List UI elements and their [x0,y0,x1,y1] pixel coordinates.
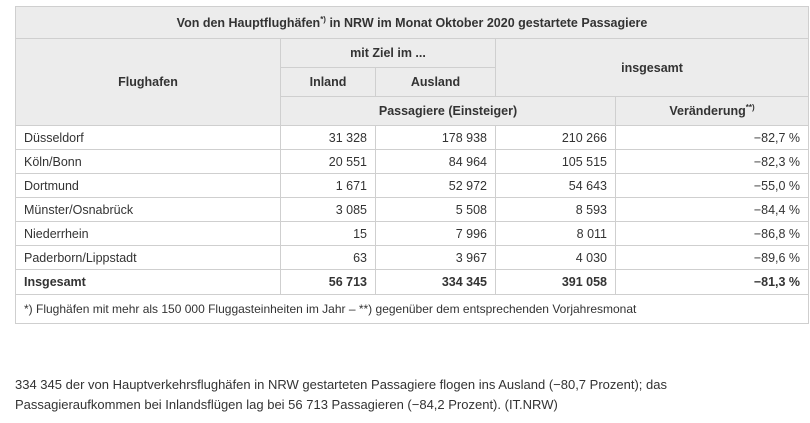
number-cell: 52 972 [375,173,496,198]
footnote-row: *) Flughäfen mit mehr als 150 000 Flugga… [14,294,810,324]
number-cell: −82,3 % [614,149,810,174]
airport-cell: Niederrhein [15,221,281,246]
number-cell: 4 030 [495,245,616,270]
airport-cell: Paderborn/Lippstadt [15,245,281,270]
paragraph-line: Passagieraufkommen bei Inlandsflügen lag… [15,397,558,412]
title-sup: *) [320,14,326,24]
number-cell: 84 964 [375,149,496,174]
header-cell: Veränderung**) [614,96,810,126]
number-cell: 5 508 [375,197,496,222]
table-row: Düsseldorf 31 328 178 938 210 266 −82,7 % [15,125,810,150]
table-row: Köln/Bonn 20 551 84 964 105 515 −82,3 % [15,149,810,174]
header-cell: Inland [280,67,376,97]
header-sup: **) [745,103,755,113]
table-row: Insgesamt 56 713 334 345 391 058 −81,3 % [15,269,810,295]
number-cell: 54 643 [495,173,616,198]
airport-cell: Düsseldorf [15,125,281,150]
number-cell: 391 058 [495,269,616,295]
airport-cell: Insgesamt [15,269,281,295]
paragraph-line: 334 345 der von Hauptverkehrsflughäfen i… [15,377,667,392]
table-row: Dortmund 1 671 52 972 54 643 −55,0 % [15,173,810,198]
table-row: Paderborn/Lippstadt 63 3 967 4 030 −89,6 % [15,245,810,270]
number-cell: 31 328 [280,125,376,150]
header-cell: Passagiere (Einsteiger) [280,96,616,126]
header-text: Veränderung [669,104,746,119]
number-cell: 105 515 [495,149,616,174]
number-cell: 8 593 [495,197,616,222]
number-cell: 8 011 [495,221,616,246]
number-cell: −82,7 % [614,125,810,150]
number-cell: 3 967 [375,245,496,270]
header-cell: Flughafen [15,38,281,126]
number-cell: 178 938 [375,125,496,150]
number-cell: 15 [280,221,376,246]
table-row: Niederrhein 15 7 996 8 011 −86,8 % [15,221,810,246]
number-cell: 20 551 [280,149,376,174]
number-cell: −89,6 % [614,245,810,270]
number-cell: 3 085 [280,197,376,222]
number-cell: 7 996 [375,221,496,246]
number-cell: −86,8 % [614,221,810,246]
number-cell: −84,4 % [614,197,810,222]
airport-cell: Münster/Osnabrück [15,197,281,222]
header-cell: mit Ziel im ... [280,38,496,68]
number-cell: −55,0 % [614,173,810,198]
number-cell: 1 671 [280,173,376,198]
number-cell: 210 266 [495,125,616,150]
airport-cell: Köln/Bonn [15,149,281,174]
number-cell: 334 345 [375,269,496,295]
number-cell: −81,3 % [614,269,810,295]
data-table: Von den Hauptflughäfen*) in NRW im Monat… [14,6,810,324]
header-cell: insgesamt [494,38,810,97]
footnote: *) Flughäfen mit mehr als 150 000 Flugga… [14,294,810,324]
header-cell: Ausland [375,67,496,97]
table-row: Münster/Osnabrück 3 085 5 508 8 593 −84,4 % [15,197,810,222]
table-title: Von den Hauptflughäfen*) in NRW im Monat… [14,6,810,39]
title-text: Von den Hauptflughäfen [176,16,321,31]
number-cell: 63 [280,245,376,270]
title-text: in NRW im Monat Oktober 2020 gestartete … [325,16,648,31]
number-cell: 56 713 [280,269,376,295]
paragraph: 334 345 der von Hauptverkehrsflughäfen i… [15,375,667,415]
airport-cell: Dortmund [15,173,281,198]
table-body: Düsseldorf 31 328 178 938 210 266 −82,7 % Köl… [14,125,810,324]
